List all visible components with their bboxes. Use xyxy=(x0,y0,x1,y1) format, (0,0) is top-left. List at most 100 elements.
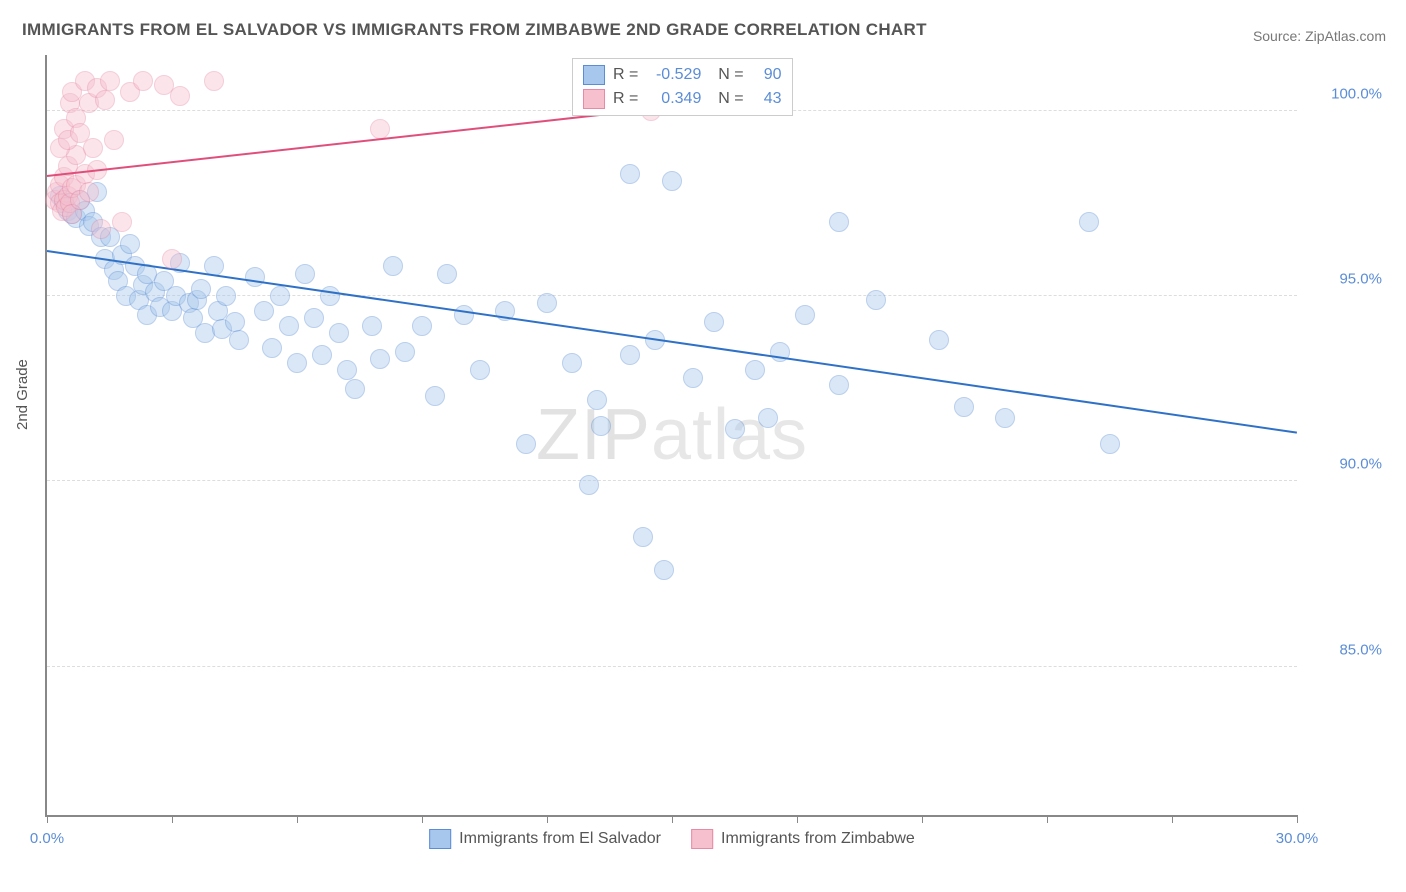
x-tick xyxy=(297,815,298,823)
data-point xyxy=(95,90,115,110)
data-point xyxy=(537,293,557,313)
x-tick-label: 30.0% xyxy=(1276,830,1319,847)
data-point xyxy=(229,330,249,350)
n-label: N = xyxy=(709,66,743,84)
data-point xyxy=(287,353,307,373)
data-point xyxy=(383,256,403,276)
data-point xyxy=(170,86,190,106)
legend-swatch xyxy=(583,89,605,109)
data-point xyxy=(1079,212,1099,232)
data-point xyxy=(562,353,582,373)
x-tick-label: 0.0% xyxy=(30,830,64,847)
data-point xyxy=(362,316,382,336)
data-point xyxy=(254,301,274,321)
data-point xyxy=(245,267,265,287)
data-point xyxy=(345,379,365,399)
data-point xyxy=(104,130,124,150)
x-tick xyxy=(797,815,798,823)
data-point xyxy=(412,316,432,336)
y-tick-label: 85.0% xyxy=(1339,641,1382,658)
data-point xyxy=(579,475,599,495)
data-point xyxy=(829,375,849,395)
data-point xyxy=(133,71,153,91)
legend-row: R =0.349 N =43 xyxy=(583,87,782,111)
data-point xyxy=(725,419,745,439)
data-point xyxy=(100,71,120,91)
data-point xyxy=(470,360,490,380)
legend-swatch xyxy=(691,829,713,849)
data-point xyxy=(954,397,974,417)
x-tick xyxy=(547,815,548,823)
data-point xyxy=(162,249,182,269)
data-point xyxy=(587,390,607,410)
correlation-legend: R =-0.529 N =90R =0.349 N =43 xyxy=(572,58,793,116)
data-point xyxy=(591,416,611,436)
data-point xyxy=(112,212,132,232)
legend-label: Immigrants from Zimbabwe xyxy=(721,830,915,848)
x-tick xyxy=(922,815,923,823)
x-tick xyxy=(672,815,673,823)
y-tick-label: 95.0% xyxy=(1339,270,1382,287)
n-value: 90 xyxy=(752,66,782,84)
gridline xyxy=(47,480,1297,481)
y-tick-label: 90.0% xyxy=(1339,456,1382,473)
x-tick xyxy=(1297,815,1298,823)
legend-item: Immigrants from El Salvador xyxy=(429,829,661,849)
data-point xyxy=(1100,434,1120,454)
n-value: 43 xyxy=(752,90,782,108)
data-point xyxy=(270,286,290,306)
data-point xyxy=(216,286,236,306)
r-label: R = xyxy=(613,66,638,84)
legend-swatch xyxy=(429,829,451,849)
legend-row: R =-0.529 N =90 xyxy=(583,63,782,87)
data-point xyxy=(662,171,682,191)
data-point xyxy=(454,305,474,325)
y-tick-label: 100.0% xyxy=(1331,85,1382,102)
y-axis-label: 2nd Grade xyxy=(14,359,31,430)
source-attribution: Source: ZipAtlas.com xyxy=(1253,28,1386,44)
data-point xyxy=(683,368,703,388)
data-point xyxy=(929,330,949,350)
data-point xyxy=(120,234,140,254)
data-point xyxy=(329,323,349,343)
data-point xyxy=(79,182,99,202)
legend-label: Immigrants from El Salvador xyxy=(459,830,661,848)
data-point xyxy=(620,345,640,365)
x-tick xyxy=(1047,815,1048,823)
data-point xyxy=(304,308,324,328)
data-point xyxy=(225,312,245,332)
data-point xyxy=(370,349,390,369)
x-tick xyxy=(47,815,48,823)
data-point xyxy=(995,408,1015,428)
data-point xyxy=(395,342,415,362)
x-tick xyxy=(422,815,423,823)
data-point xyxy=(370,119,390,139)
data-point xyxy=(91,219,111,239)
x-tick xyxy=(1172,815,1173,823)
data-point xyxy=(337,360,357,380)
data-point xyxy=(262,338,282,358)
data-point xyxy=(829,212,849,232)
data-point xyxy=(704,312,724,332)
gridline xyxy=(47,666,1297,667)
trend-line xyxy=(47,109,651,178)
watermark: ZIPatlas xyxy=(536,394,808,476)
data-point xyxy=(745,360,765,380)
data-point xyxy=(620,164,640,184)
legend-item: Immigrants from Zimbabwe xyxy=(691,829,915,849)
legend-swatch xyxy=(583,65,605,85)
plot-area: ZIPatlas 85.0%90.0%95.0%100.0%0.0%30.0%R… xyxy=(45,55,1297,817)
data-point xyxy=(758,408,778,428)
r-value: 0.349 xyxy=(646,90,701,108)
data-point xyxy=(866,290,886,310)
data-point xyxy=(425,386,445,406)
data-point xyxy=(295,264,315,284)
data-point xyxy=(437,264,457,284)
data-point xyxy=(516,434,536,454)
data-point xyxy=(320,286,340,306)
data-point xyxy=(204,71,224,91)
data-point xyxy=(654,560,674,580)
data-point xyxy=(633,527,653,547)
data-point xyxy=(279,316,299,336)
n-label: N = xyxy=(709,90,743,108)
